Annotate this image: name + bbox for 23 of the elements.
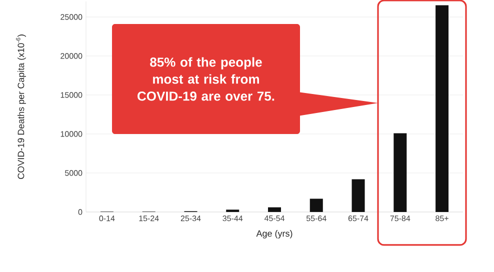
x-tick-label: 75-84 [390,216,410,222]
bar [268,207,281,212]
x-tick-label: 65-74 [348,216,368,222]
y-tick-label: 0 [78,209,82,215]
annotation: 85% of the people most at risk from COVID-19 are over 75. [138,57,274,101]
bar [436,5,449,212]
x-axis-title: Age (yrs) [256,230,292,238]
y-tick-label: 15000 [60,92,82,98]
x-tick-label: 35-44 [222,216,243,222]
y-tick-label: 25000 [60,14,82,20]
x-tick-label: 45-54 [264,216,284,222]
x-tick-label: 85+ [436,216,448,222]
x-tick-label: 25-34 [180,216,201,222]
bar [394,133,407,212]
x-tick-label: 55-64 [306,216,326,222]
y-tick-label: 10000 [60,131,82,137]
y-tick-label: 5000 [64,170,82,176]
bar [310,198,323,212]
y-axis-title: COVID-19 Deaths per Capita (x10$^{-6}$) [16,34,26,179]
bar [352,179,365,212]
y-tick-label: 20000 [60,53,82,59]
x-tick-label: 0-14 [99,216,115,222]
x-tick-label: 15-24 [139,216,159,222]
